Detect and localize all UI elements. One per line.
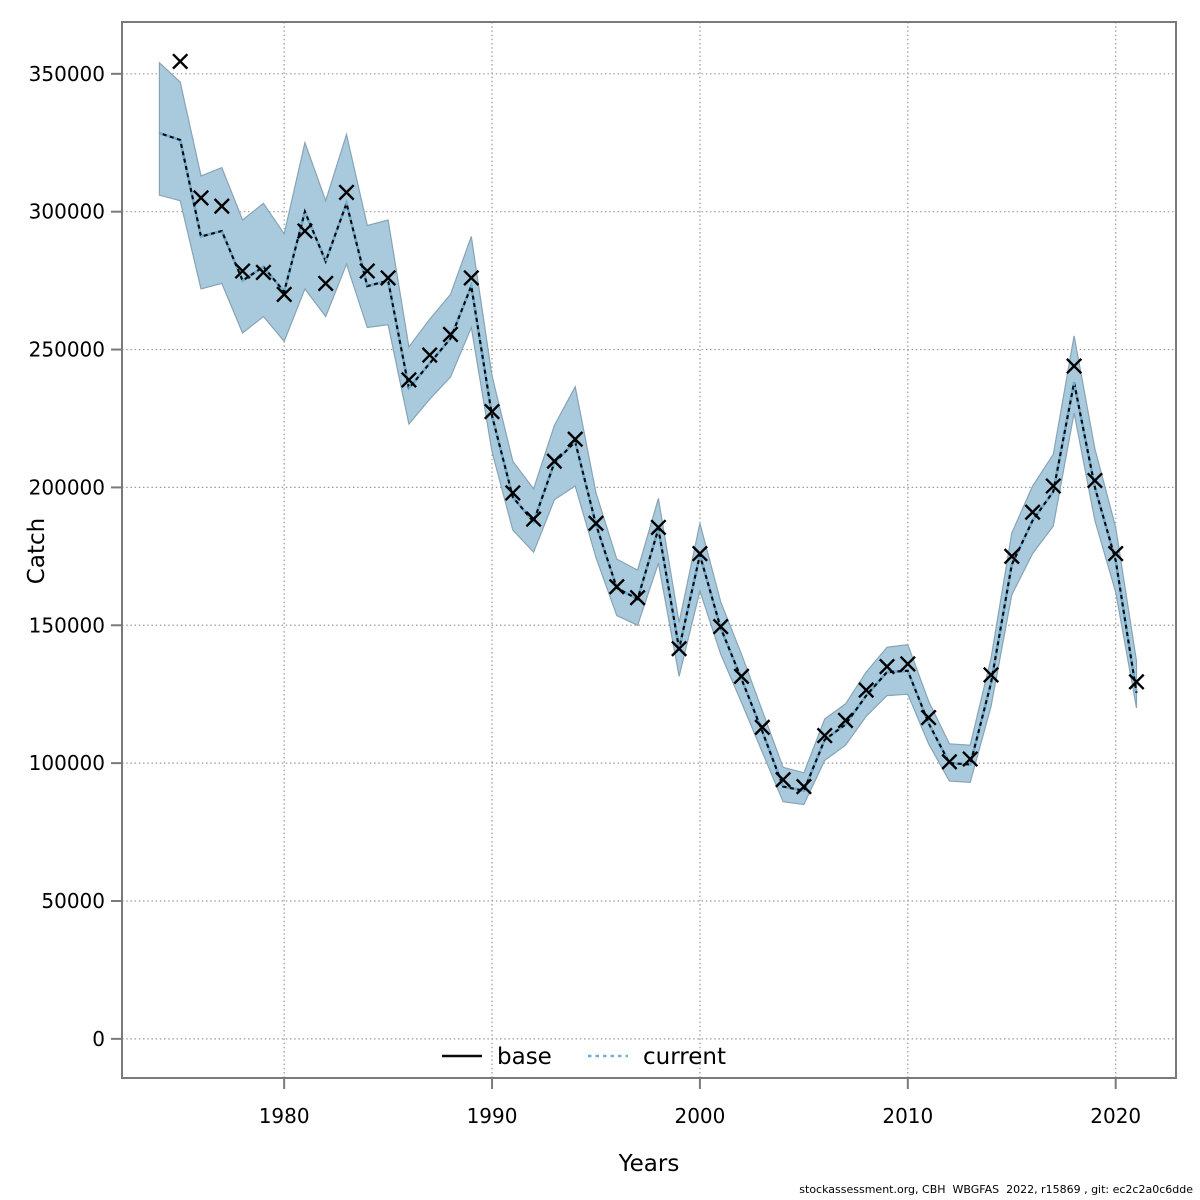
x-tick-label: 1980 — [259, 1104, 310, 1128]
catch-marker — [775, 771, 792, 788]
y-axis-title: Catch — [24, 517, 50, 585]
y-tick-label: 50000 — [41, 889, 105, 913]
catch-marker — [213, 198, 230, 215]
y-tick-label: 0 — [92, 1027, 105, 1051]
catch-marker — [816, 727, 833, 744]
x-tick-label: 2020 — [1090, 1104, 1141, 1128]
catch-marker — [442, 326, 459, 343]
catch-marker — [899, 655, 916, 672]
catch-marker — [1066, 358, 1083, 375]
confidence-band — [158, 61, 1138, 806]
catch-marker — [546, 453, 563, 470]
catch-marker — [1107, 545, 1124, 562]
catch-marker — [1128, 673, 1145, 690]
catch-marker — [234, 262, 251, 280]
catch-marker — [608, 578, 625, 595]
catch-marker — [380, 269, 397, 286]
catch-marker — [296, 222, 313, 240]
attribution-text: stockassessment.org, CBH WBGFAS 2022, r1… — [799, 1183, 1193, 1196]
y-tick-label: 200000 — [29, 475, 105, 499]
catch-marker — [421, 347, 438, 364]
catch-marker — [192, 189, 210, 206]
catch-marker — [920, 709, 937, 726]
catch-marker — [276, 286, 293, 303]
y-tick-label: 250000 — [29, 338, 105, 362]
catch-marker — [400, 371, 417, 388]
catch-marker — [754, 719, 771, 736]
catch-marker — [483, 403, 501, 420]
x-tick-label: 1990 — [467, 1104, 518, 1128]
catch-marker — [795, 778, 812, 795]
current-line — [158, 131, 1138, 793]
y-tick-label: 300000 — [29, 200, 105, 224]
catch-marker — [941, 753, 958, 770]
catch-marker — [1086, 472, 1103, 489]
catch-marker — [338, 184, 355, 201]
x-axis-title: Years — [618, 1151, 680, 1177]
catch-marker — [1024, 504, 1041, 521]
catch-marker — [504, 484, 521, 501]
y-tick-label: 350000 — [29, 62, 105, 86]
catch-marker — [837, 712, 854, 729]
legend-label-base: base — [497, 1044, 552, 1070]
catch-marker — [712, 618, 729, 635]
plot-border — [121, 21, 1177, 1079]
catch-marker — [962, 750, 979, 768]
catch-marker — [525, 511, 542, 528]
catch-marker — [691, 545, 708, 562]
catch-marker — [982, 666, 1000, 683]
catch-marker — [650, 519, 667, 536]
catch-marker — [567, 431, 584, 448]
catch-marker — [671, 640, 688, 657]
catch-marker — [255, 264, 272, 281]
catch-marker — [733, 668, 750, 685]
x-tick-label: 2010 — [882, 1104, 933, 1128]
y-tick-label: 100000 — [29, 751, 105, 775]
catch-marker — [587, 515, 605, 532]
catch-marker — [1003, 548, 1020, 565]
legend-label-current: current — [643, 1044, 726, 1070]
catch-marker — [463, 269, 480, 286]
catch-marker — [317, 275, 334, 292]
catch-marker — [878, 658, 896, 675]
y-tick-label: 150000 — [29, 613, 105, 637]
catch-marker — [1045, 477, 1062, 495]
catch-marker — [172, 53, 189, 70]
x-tick-label: 2000 — [674, 1104, 725, 1128]
catch-marker — [629, 589, 646, 606]
catch-marker — [359, 262, 376, 280]
catch-marker — [858, 682, 875, 699]
